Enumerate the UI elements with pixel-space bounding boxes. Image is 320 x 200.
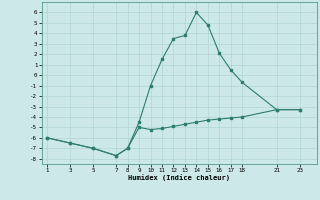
X-axis label: Humidex (Indice chaleur): Humidex (Indice chaleur)	[128, 175, 230, 181]
